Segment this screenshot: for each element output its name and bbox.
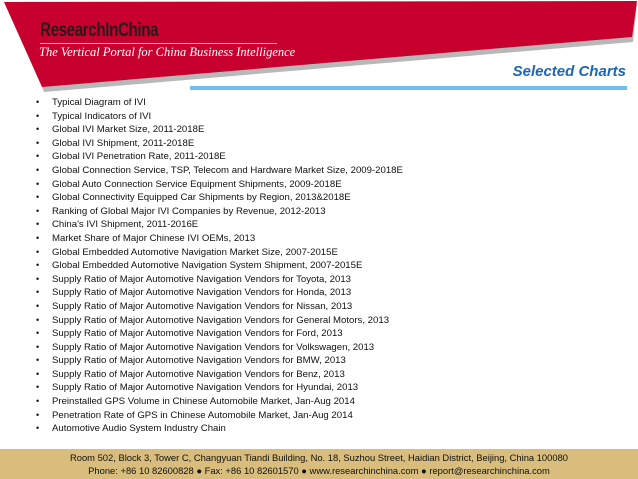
- logo-divider: [40, 43, 277, 44]
- bullet-icon: •: [36, 137, 40, 148]
- list-item-text: China's IVI Shipment, 2011-2016E: [52, 219, 199, 231]
- footer-address: Room 502, Block 3, Tower C, Changyuan Ti…: [69, 452, 569, 463]
- title-underline: [190, 86, 627, 90]
- list-item-text: Supply Ratio of Major Automotive Navigat…: [52, 273, 352, 285]
- list-item-text: Supply Ratio of Major Automotive Navigat…: [52, 287, 352, 299]
- bullet-icon: •: [36, 355, 40, 366]
- list-item-text: Penetration Rate of GPS in Chinese Autom…: [52, 409, 353, 421]
- list-item-text: Supply Ratio of Major Automotive Navigat…: [52, 368, 345, 380]
- list-item-text: Market Share of Major Chinese IVI OEMs, …: [52, 232, 256, 244]
- bullet-icon: •: [36, 192, 40, 203]
- bullet-icon: •: [36, 423, 40, 434]
- bullet-icon: •: [36, 178, 40, 189]
- bullet-icon: •: [36, 260, 40, 271]
- list-item-text: Ranking of Global Major IVI Companies by…: [52, 205, 326, 217]
- list-item-text: Automotive Audio System Industry Chain: [52, 423, 226, 435]
- section-title: Selected Charts: [512, 63, 626, 80]
- bullet-icon: •: [36, 246, 40, 257]
- list-item-text: Global IVI Market Size, 2011-2018E: [52, 124, 205, 136]
- bullet-icon: •: [36, 341, 40, 352]
- tagline: The Vertical Portal for China Business I…: [39, 45, 296, 59]
- bullet-icon: •: [36, 328, 40, 339]
- list-item-text: Typical Diagram of IVI: [52, 97, 146, 108]
- list-item-text: Supply Ratio of Major Automotive Navigat…: [52, 382, 359, 394]
- footer: Room 502, Block 3, Tower C, Changyuan Ti…: [0, 449, 638, 479]
- list-item-text: Supply Ratio of Major Automotive Navigat…: [52, 328, 343, 340]
- bullet-icon: •: [36, 97, 40, 107]
- bullet-icon: •: [36, 219, 40, 230]
- list-item-text: Global Embedded Automotive Navigation Sy…: [52, 260, 363, 272]
- bullet-icon: •: [36, 124, 40, 135]
- list-item-text: Typical Indicators of IVI: [52, 110, 152, 122]
- bullet-icon: •: [36, 110, 40, 121]
- bullet-icon: •: [36, 382, 40, 393]
- bullet-icon: •: [36, 368, 40, 379]
- logo: ResearchInChina: [40, 20, 159, 41]
- header-banner: ResearchInChina The Vertical Portal for …: [0, 0, 638, 95]
- bullet-icon: •: [36, 232, 40, 243]
- list-item-text: Preinstalled GPS Volume in Chinese Autom…: [52, 396, 355, 408]
- list-item-text: Supply Ratio of Major Automotive Navigat…: [52, 314, 390, 326]
- list-item-text: Supply Ratio of Major Automotive Navigat…: [52, 341, 375, 353]
- list-item-text: Supply Ratio of Major Automotive Navigat…: [52, 355, 346, 367]
- bullet-icon: •: [36, 314, 40, 325]
- bullet-icon: •: [36, 287, 40, 298]
- list-item-text: Global IVI Shipment, 2011-2018E: [52, 137, 195, 149]
- bullet-icon: •: [36, 273, 40, 284]
- banner-shape: [4, 1, 637, 92]
- bullet-icon: •: [36, 396, 40, 407]
- bullet-icon: •: [36, 164, 40, 175]
- list-item-text: Global IVI Penetration Rate, 2011-2018E: [52, 151, 226, 163]
- list-item-text: Global Embedded Automotive Navigation Ma…: [52, 246, 338, 258]
- footer-contact: Phone: +86 10 82600828 ● Fax: +86 10 826…: [88, 465, 550, 476]
- list-item-text: Global Connection Service, TSP, Telecom …: [52, 164, 403, 176]
- bullet-icon: •: [36, 205, 40, 216]
- list-item-text: Supply Ratio of Major Automotive Navigat…: [52, 300, 353, 312]
- bullet-icon: •: [36, 409, 40, 420]
- list-item-text: Global Connectivity Equipped Car Shipmen…: [52, 192, 351, 204]
- bullet-icon: •: [36, 300, 40, 311]
- list-item-text: Global Auto Connection Service Equipment…: [52, 178, 342, 190]
- bullet-icon: •: [36, 151, 40, 162]
